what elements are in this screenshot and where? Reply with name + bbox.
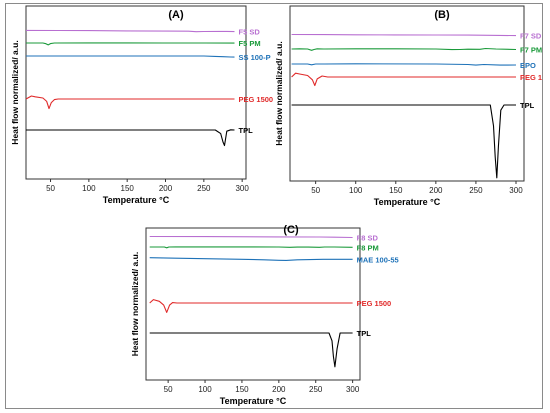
figure-canvas: (A) 50 100 150 200 250 300 Temperature °C Heat f… <box>10 5 550 406</box>
series-line <box>149 246 353 249</box>
series-label: F7 PM <box>520 45 542 54</box>
series-line <box>149 332 353 368</box>
x-tick-label: 300 <box>509 186 523 195</box>
x-tick-label: 50 <box>46 184 55 193</box>
series-label: PEG 1500 <box>239 95 274 104</box>
x-tick-label: 50 <box>164 385 173 394</box>
series-label: MAE 100-55 <box>357 255 399 264</box>
series-line <box>291 33 517 37</box>
series-line <box>26 55 235 58</box>
y-axis-label: Heat flow normalized/ a.u. <box>130 252 140 356</box>
series-line <box>149 257 353 261</box>
series-line <box>149 235 353 239</box>
series-label: EPO <box>520 61 536 70</box>
panel-label: (C) <box>283 224 299 236</box>
series-line <box>25 95 235 110</box>
x-tick-label: 200 <box>272 385 286 394</box>
plot-area-border <box>289 5 525 182</box>
x-tick-label: 150 <box>121 184 135 193</box>
series-line <box>291 72 516 87</box>
x-tick-label: 250 <box>197 184 211 193</box>
chart-panel-b: (B) 50 100 150 200 250 300 Temperature °C Heat f… <box>274 5 550 207</box>
figure-frame: (A) 50 100 150 200 250 300 Temperature °C Heat f… <box>5 3 550 409</box>
series-line <box>291 63 517 66</box>
y-axis-label: Heat flow normalized/ a.u. <box>274 41 284 145</box>
series-line <box>26 129 235 147</box>
x-tick-label: 250 <box>469 186 483 195</box>
x-tick-label: 150 <box>235 385 249 394</box>
series-label: F7 SD <box>520 32 542 41</box>
series-label: F5 SD <box>239 28 261 37</box>
x-tick-label: 100 <box>198 385 212 394</box>
plot-area-border <box>145 227 361 381</box>
x-tick-label: 150 <box>389 186 403 195</box>
series-line <box>149 299 353 313</box>
series-label: PEG 1500 <box>520 73 542 82</box>
x-tick-label: 100 <box>82 184 96 193</box>
panel-label: (B) <box>434 9 450 21</box>
x-tick-label: 200 <box>159 184 173 193</box>
series-label: PEG 1500 <box>357 299 392 308</box>
x-tick-label: 300 <box>346 385 360 394</box>
series-line <box>291 47 517 51</box>
chart-panel-a: (A) 50 100 150 200 250 300 Temperature °C Heat f… <box>10 5 274 205</box>
chart-panel-c: (C) 50 100 150 200 250 300 Temperature °C Heat f… <box>130 224 399 406</box>
series-label: TPL <box>239 126 254 135</box>
x-tick-label: 300 <box>235 184 249 193</box>
x-axis-label: Temperature °C <box>374 197 441 207</box>
x-tick-label: 100 <box>349 186 363 195</box>
x-tick-label: 50 <box>311 186 320 195</box>
panel-label: (A) <box>168 9 184 21</box>
x-tick-label: 250 <box>309 385 323 394</box>
series-label: TPL <box>520 101 535 110</box>
series-line <box>26 42 235 46</box>
x-axis-label: Temperature °C <box>220 396 287 406</box>
series-label: F8 PM <box>357 243 379 252</box>
series-line <box>291 104 516 179</box>
x-tick-label: 200 <box>429 186 443 195</box>
series-label: F5 PM <box>239 39 261 48</box>
series-label: TPL <box>357 329 372 338</box>
series-label: F8 SD <box>357 233 379 242</box>
x-axis-label: Temperature °C <box>103 195 170 205</box>
plot-area-border <box>25 5 247 180</box>
y-axis-label: Heat flow normalized/ a.u. <box>10 40 20 144</box>
series-line <box>25 29 235 33</box>
series-label: SS 100-P <box>239 53 271 62</box>
